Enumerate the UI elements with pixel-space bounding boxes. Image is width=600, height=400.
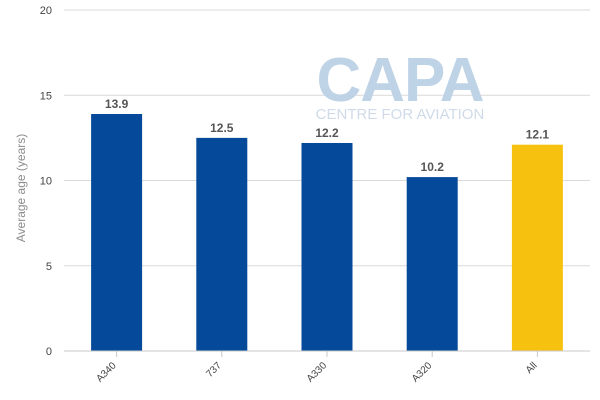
- data-label-all: 12.1: [526, 128, 550, 142]
- y-axis-ticks: 0 5 10 15 20: [40, 5, 52, 358]
- bar-a320: [406, 177, 458, 351]
- x-axis-ticks: A340 737 A330 A320 All: [94, 351, 540, 385]
- y-axis-title: Average age (years): [14, 134, 28, 243]
- watermark-subtitle: CENTRE FOR AVIATION: [316, 106, 485, 123]
- x-tick-label: A340: [94, 360, 119, 385]
- data-label-a320: 10.2: [421, 160, 445, 174]
- data-label-a340: 13.9: [105, 97, 129, 111]
- y-tick-label: 0: [46, 346, 52, 358]
- watermark-logo-text: CAPA: [316, 46, 483, 115]
- x-tick-label: A320: [410, 360, 435, 385]
- y-tick-label: 15: [40, 90, 52, 102]
- y-tick-label: 20: [40, 5, 52, 17]
- bar-737: [196, 137, 248, 351]
- x-tick-label: All: [524, 360, 540, 376]
- data-label-737: 12.5: [210, 121, 234, 135]
- bar-a340: [91, 114, 143, 351]
- x-tick-label: A330: [305, 360, 330, 385]
- data-label-a330: 12.2: [315, 126, 339, 140]
- watermark: CAPA CENTRE FOR AVIATION: [316, 46, 485, 123]
- bar-a330: [301, 142, 353, 351]
- y-tick-label: 10: [40, 176, 52, 188]
- bars: 13.9 12.5 12.2 10.2 12.1: [91, 97, 563, 351]
- y-tick-label: 5: [46, 261, 52, 273]
- bar-all: [511, 144, 563, 351]
- x-tick-label: 737: [204, 360, 224, 380]
